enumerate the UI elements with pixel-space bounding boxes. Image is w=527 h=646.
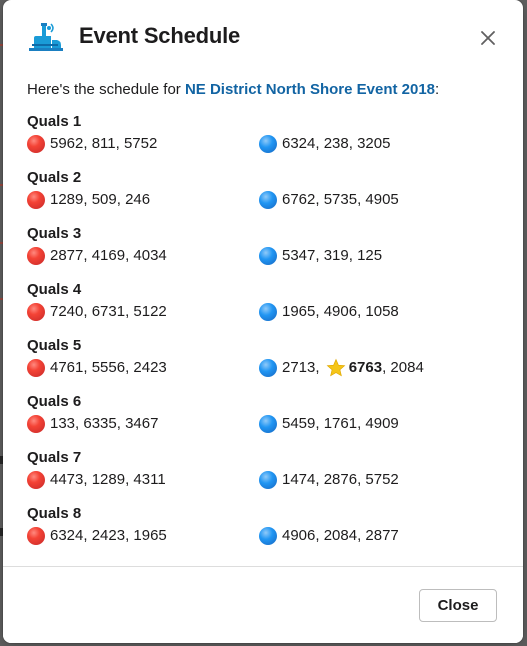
blue-alliance-teams: 5347, 319, 125 [282,247,383,264]
match-title: Quals 1 [27,113,82,130]
star-icon [326,358,346,377]
blue-circle-icon [259,527,277,545]
red-alliance: 4473, 1289, 4311 [27,470,166,490]
blue-alliance: 1474, 2876, 5752 [259,470,399,490]
blue-circle-icon [259,247,277,265]
blue-alliance-teams: 1965, 4906, 1058 [282,303,399,320]
match-quals-6: Quals 6 133, 6335, 3467 5459, 1761, 4909 [27,392,507,448]
schedule-intro: Here's the schedule for NE District Nort… [27,80,507,100]
blue-alliance: 5347, 319, 125 [259,246,382,266]
background-fragment [0,456,3,464]
red-alliance-teams: 2877, 4169, 4034 [50,247,167,264]
red-circle-icon [27,191,45,209]
blue-alliance-teams: 5459, 1761, 4909 [282,415,399,432]
match-title: Quals 5 [27,337,82,354]
blue-alliance: 6324, 238, 3205 [259,134,390,154]
red-alliance: 1289, 509, 246 [27,190,150,210]
blue-alliance-teams: 1474, 2876, 5752 [282,471,399,488]
red-alliance-teams: 133, 6335, 3467 [50,415,159,432]
red-alliance-teams: 5962, 811, 5752 [50,135,158,152]
event-name-link[interactable]: NE District North Shore Event 2018 [184,81,436,98]
red-circle-icon [27,359,45,377]
blue-circle-icon [259,303,277,321]
red-alliance: 4761, 5556, 2423 [27,358,167,378]
blue-alliance-teams: 6762, 5735, 4905 [282,191,399,208]
modal-footer: Close [3,566,523,643]
app-logo-icon [29,23,63,51]
red-circle-icon [27,415,45,433]
red-circle-icon [27,135,45,153]
red-circle-icon [27,471,45,489]
blue-circle-icon [259,471,277,489]
red-circle-icon [27,247,45,265]
blue-alliance-teams-after: , 2084 [382,359,424,376]
match-title: Quals 8 [27,505,82,522]
blue-alliance-teams: 4906, 2084, 2877 [282,527,399,544]
intro-prefix: Here's the schedule for [27,81,185,98]
red-alliance-teams: 4473, 1289, 4311 [50,471,166,488]
match-quals-4: Quals 4 7240, 6731, 5122 1965, 4906, 105… [27,280,507,336]
modal-title: Event Schedule [79,23,241,48]
red-alliance: 133, 6335, 3467 [27,414,158,434]
red-alliance-teams: 1289, 509, 246 [50,191,151,208]
background-fragment [0,44,4,46]
blue-circle-icon [259,191,277,209]
background-fragment [0,184,4,186]
match-title: Quals 4 [27,281,82,298]
red-alliance: 2877, 4169, 4034 [27,246,167,266]
red-alliance: 5962, 811, 5752 [27,134,157,154]
background-fragment [0,528,3,536]
match-quals-1: Quals 1 5962, 811, 5752 6324, 238, 3205 [27,112,507,168]
blue-alliance-teams-before: 2713, [282,359,324,376]
match-title: Quals 7 [27,449,82,466]
background-fragment [0,298,4,300]
close-button[interactable]: Close [419,589,497,622]
blue-circle-icon [259,135,277,153]
modal-body: Here's the schedule for NE District Nort… [27,80,507,560]
match-title: Quals 3 [27,225,82,242]
intro-suffix: : [435,81,440,98]
match-title: Quals 6 [27,393,82,410]
blue-circle-icon [259,415,277,433]
red-alliance-teams: 7240, 6731, 5122 [50,303,167,320]
match-quals-2: Quals 2 1289, 509, 246 6762, 5735, 4905 [27,168,507,224]
red-alliance: 6324, 2423, 1965 [27,526,167,546]
blue-alliance: 1965, 4906, 1058 [259,302,399,322]
blue-alliance: 4906, 2084, 2877 [259,526,399,546]
red-circle-icon [27,527,45,545]
red-alliance: 7240, 6731, 5122 [27,302,167,322]
red-alliance-teams: 6324, 2423, 1965 [50,527,167,544]
match-quals-5: Quals 5 4761, 5556, 2423 2713, 6763 , 20… [27,336,507,392]
highlighted-team: 6763 [348,359,383,376]
match-quals-8: Quals 8 6324, 2423, 1965 4906, 2084, 287… [27,504,507,560]
background-fragment [0,242,4,244]
blue-alliance: 5459, 1761, 4909 [259,414,399,434]
red-circle-icon [27,303,45,321]
red-alliance-teams: 4761, 5556, 2423 [50,359,167,376]
blue-alliance: 2713, 6763 , 2084 [259,358,424,378]
match-title: Quals 2 [27,169,82,186]
blue-circle-icon [259,359,277,377]
blue-alliance-teams: 6324, 238, 3205 [282,135,391,152]
blue-alliance: 6762, 5735, 4905 [259,190,399,210]
match-quals-7: Quals 7 4473, 1289, 4311 1474, 2876, 575… [27,448,507,504]
match-quals-3: Quals 3 2877, 4169, 4034 5347, 319, 125 [27,224,507,280]
event-schedule-modal: Event Schedule Here's the schedule for N… [3,0,523,643]
close-icon[interactable] [473,24,503,52]
modal-header: Event Schedule [3,0,523,74]
